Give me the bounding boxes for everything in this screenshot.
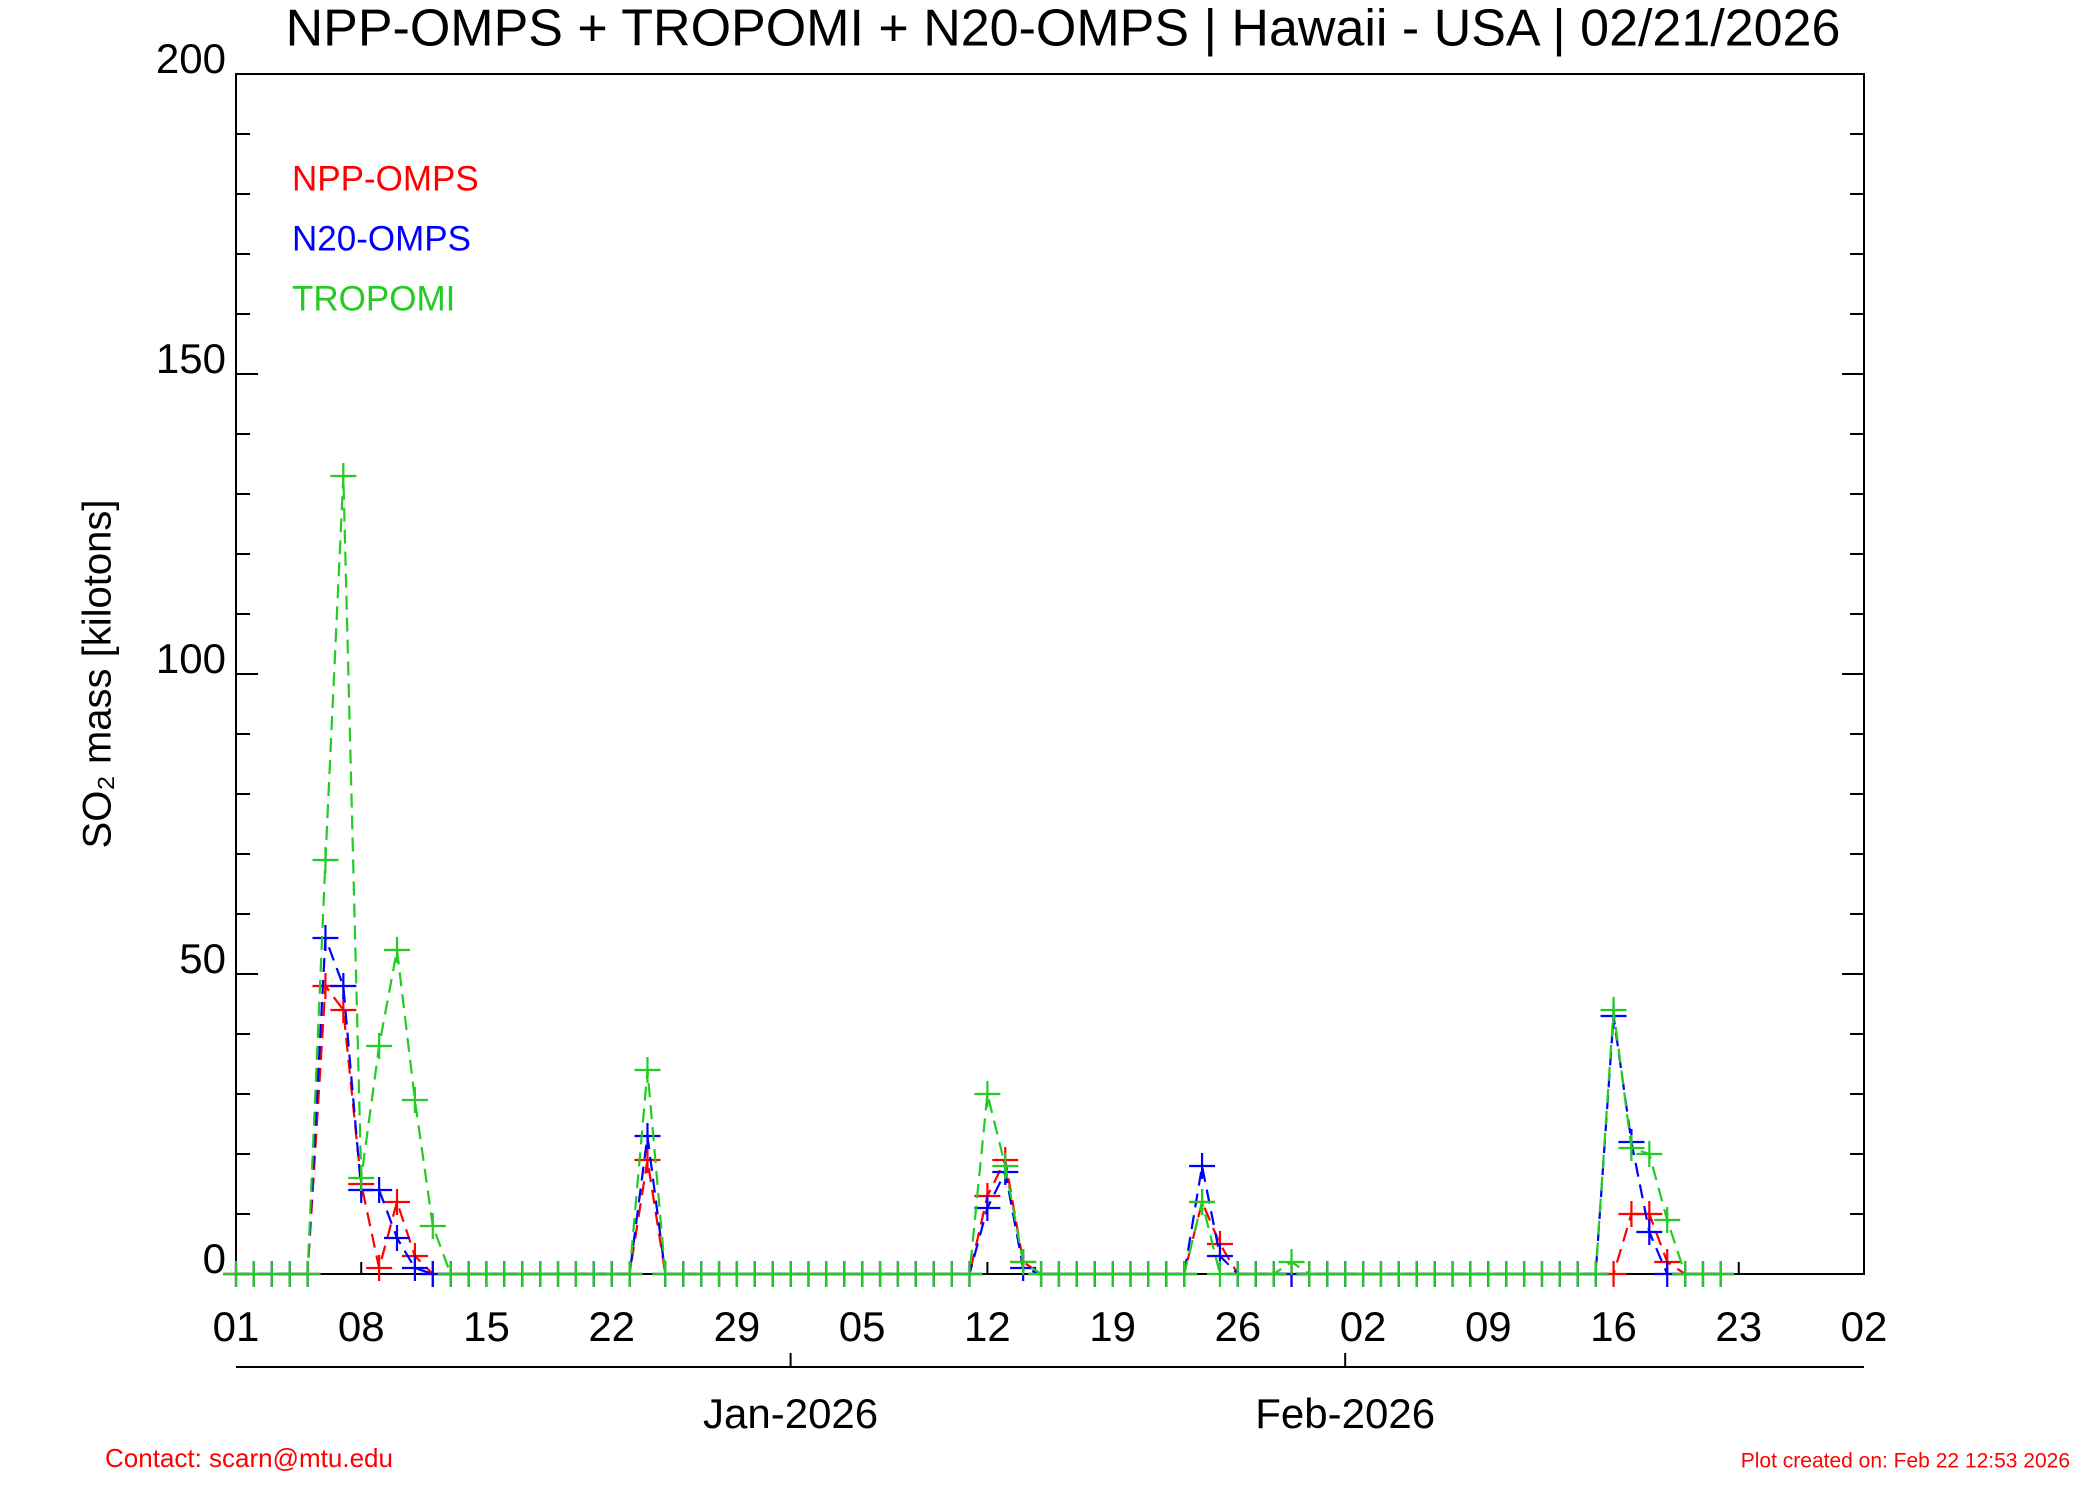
legend-entry: TROPOMI bbox=[292, 279, 455, 318]
x-tick-label: 16 bbox=[1590, 1303, 1637, 1350]
marker bbox=[1189, 1189, 1216, 1215]
x-tick-label: 09 bbox=[1465, 1303, 1512, 1350]
x-tick-label: 29 bbox=[714, 1303, 761, 1350]
x-tick-label: 15 bbox=[463, 1303, 510, 1350]
marker bbox=[992, 1153, 1019, 1179]
marker bbox=[1010, 1249, 1037, 1275]
marker bbox=[384, 1225, 411, 1251]
marker bbox=[294, 1261, 321, 1287]
marker bbox=[1600, 997, 1627, 1023]
x-tick-label: 02 bbox=[1340, 1303, 1387, 1350]
marker bbox=[634, 1057, 661, 1083]
x-tick-label: 23 bbox=[1715, 1303, 1762, 1350]
x-tick-label: 01 bbox=[213, 1303, 260, 1350]
marker bbox=[1636, 1141, 1663, 1167]
marker bbox=[330, 463, 357, 489]
marker bbox=[1260, 1261, 1287, 1287]
marker bbox=[419, 1213, 446, 1239]
marker bbox=[348, 1165, 375, 1191]
y-tick-label: 150 bbox=[156, 335, 226, 382]
y-tick-label: 200 bbox=[156, 35, 226, 82]
legend-entry: N20-OMPS bbox=[292, 219, 471, 258]
y-axis-label: SO₂ mass [kilotons] bbox=[76, 500, 120, 849]
marker bbox=[974, 1195, 1001, 1221]
month-label: Feb-2026 bbox=[1255, 1390, 1435, 1437]
x-tick-label: 12 bbox=[964, 1303, 1011, 1350]
marker bbox=[312, 925, 339, 951]
x-tick-label: 19 bbox=[1089, 1303, 1136, 1350]
marker bbox=[384, 1189, 411, 1215]
marker bbox=[634, 1123, 661, 1149]
marker bbox=[1618, 1135, 1645, 1161]
marker bbox=[1189, 1153, 1216, 1179]
footer-created: Plot created on: Feb 22 12:53 2026 bbox=[1741, 1450, 2070, 1473]
chart-title: NPP-OMPS + TROPOMI + N20-OMPS | Hawaii -… bbox=[286, 0, 1841, 58]
marker bbox=[1582, 1261, 1609, 1287]
y-tick-label: 0 bbox=[203, 1235, 226, 1282]
marker bbox=[384, 937, 411, 963]
marker bbox=[1654, 1207, 1681, 1233]
marker bbox=[401, 1255, 428, 1281]
footer-contact: Contact: scarn@mtu.edu bbox=[105, 1443, 393, 1473]
x-tick-label: 05 bbox=[839, 1303, 886, 1350]
legend-entry: NPP-OMPS bbox=[292, 159, 479, 198]
marker bbox=[1707, 1261, 1734, 1287]
y-tick-label: 50 bbox=[179, 935, 226, 982]
marker bbox=[974, 1081, 1001, 1107]
marker bbox=[401, 1087, 428, 1113]
month-label: Jan-2026 bbox=[703, 1390, 878, 1437]
marker bbox=[366, 1033, 393, 1059]
x-tick-label: 26 bbox=[1214, 1303, 1261, 1350]
marker bbox=[1278, 1249, 1305, 1275]
marker bbox=[1171, 1261, 1198, 1287]
x-tick-label: 02 bbox=[1841, 1303, 1888, 1350]
marker bbox=[956, 1261, 983, 1287]
marker bbox=[616, 1261, 643, 1287]
x-tick-label: 22 bbox=[588, 1303, 635, 1350]
marker bbox=[366, 1177, 393, 1203]
x-tick-label: 08 bbox=[338, 1303, 385, 1350]
marker bbox=[1636, 1219, 1663, 1245]
marker bbox=[330, 997, 357, 1023]
marker bbox=[312, 847, 339, 873]
marker bbox=[330, 973, 357, 999]
y-tick-label: 100 bbox=[156, 635, 226, 682]
marker bbox=[366, 1255, 393, 1281]
